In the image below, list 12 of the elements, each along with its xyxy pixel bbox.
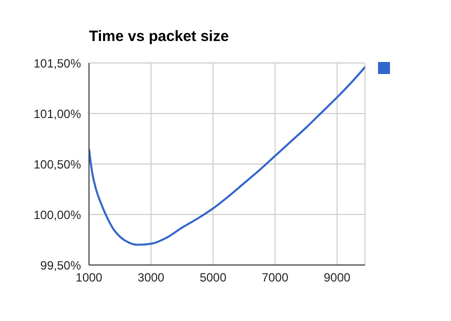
y-tick-label: 101,00% (34, 106, 82, 121)
x-tick-label: 9000 (324, 270, 351, 285)
x-tick-label: 7000 (262, 270, 289, 285)
line-series (89, 66, 365, 246)
y-tick-label: 100,00% (34, 208, 82, 222)
x-tick-label: 1000 (76, 270, 103, 285)
chart-title: Time vs packet size (89, 28, 229, 45)
y-tick-label: 100,50% (34, 157, 82, 172)
y-tick-label: 99,50% (40, 258, 82, 272)
x-tick-label: 5000 (200, 270, 227, 285)
y-tick-label: 101,50% (34, 56, 82, 70)
x-tick-label: 3000 (138, 270, 165, 285)
